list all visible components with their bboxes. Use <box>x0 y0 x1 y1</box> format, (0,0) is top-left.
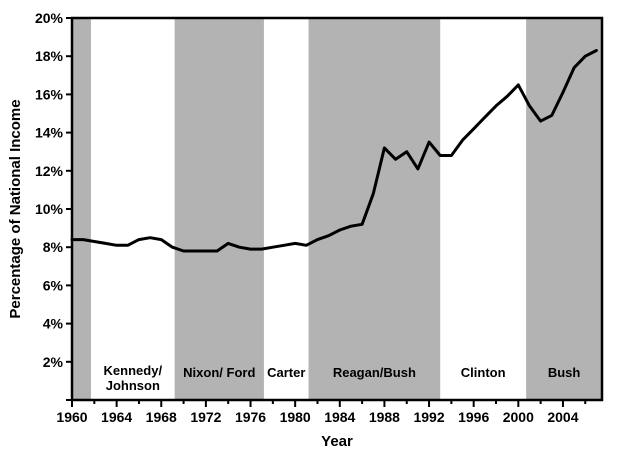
x-tick-label: 1992 <box>413 409 444 425</box>
x-tick-label: 1984 <box>324 409 355 425</box>
series-layer <box>70 49 598 253</box>
period-label: Johnson <box>106 378 160 393</box>
period-labels: Kennedy/Johnson Nixon/ Ford Carter Reagan/B… <box>104 363 581 393</box>
y-tick-label: 4% <box>43 316 64 332</box>
y-tick-label: 16% <box>35 86 64 102</box>
period-label: Nixon/ Ford <box>183 365 255 380</box>
x-tick-label: 1968 <box>146 409 177 425</box>
x-tick-label: 1976 <box>235 409 266 425</box>
period-band <box>72 18 91 400</box>
x-tick-label: 1972 <box>190 409 221 425</box>
period-band <box>526 18 602 400</box>
period-label: Reagan/Bush <box>333 365 416 380</box>
y-tick-label: 14% <box>35 125 64 141</box>
y-tick-label: 2% <box>43 354 64 370</box>
period-band <box>174 18 264 400</box>
x-tick-label: 1988 <box>369 409 400 425</box>
x-tick-label: 2000 <box>503 409 534 425</box>
period-bands <box>72 18 602 400</box>
series-line <box>70 49 598 253</box>
x-tick-label: 1980 <box>280 409 311 425</box>
period-label: Carter <box>267 365 305 380</box>
x-tick-label: 2004 <box>547 409 578 425</box>
x-tick-label: 1960 <box>56 409 87 425</box>
period-band <box>308 18 441 400</box>
y-axis-title: Percentage of National Income <box>7 99 24 318</box>
period-label: Clinton <box>461 365 506 380</box>
y-tick-label: 18% <box>35 48 64 64</box>
y-axis: 2% 4% 6% 8% 10% 12% 14% 16% 18% 20% <box>35 10 72 401</box>
period-label: Bush <box>548 365 581 380</box>
x-tick-label: 1996 <box>458 409 489 425</box>
y-tick-label: 20% <box>35 10 64 26</box>
period-label: Kennedy/ <box>104 363 163 378</box>
x-axis-title: Year <box>321 433 353 450</box>
y-tick-label: 8% <box>43 239 64 255</box>
y-tick-label: 12% <box>35 163 64 179</box>
y-tick-label: 6% <box>43 277 64 293</box>
y-tick-label: 10% <box>35 201 64 217</box>
x-axis: 1960 1964 1968 1972 1976 1980 1984 1988 1992 1996… <box>56 400 587 425</box>
x-tick-label: 1964 <box>101 409 132 425</box>
